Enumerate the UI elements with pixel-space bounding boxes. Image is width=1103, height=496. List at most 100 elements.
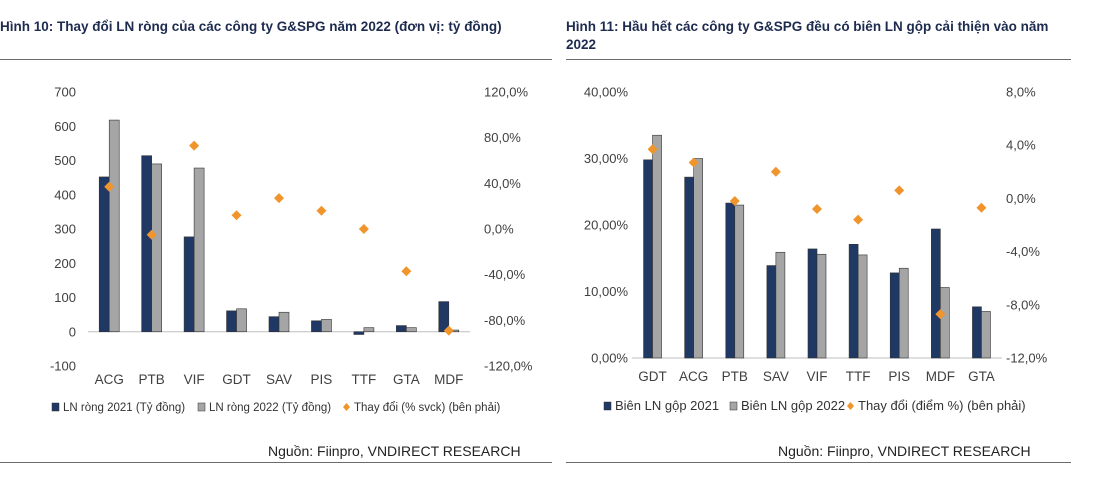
legend-swatch-1 — [51, 402, 60, 412]
left-axis-tick-label: 10,00% — [584, 284, 629, 299]
legend-swatch-3 — [343, 403, 350, 411]
bar-2021-ttf — [353, 331, 365, 335]
change-marker-acg — [104, 181, 115, 192]
left-axis-tick-label: 600 — [54, 119, 76, 134]
change-marker-gdt — [231, 210, 242, 221]
category-label: VIF — [184, 372, 205, 387]
figure-10-panel: Hình 10: Thay đổi LN ròng của các công t… — [0, 19, 552, 463]
legend-label: Thay đổi (% svck) (bên phải) — [354, 402, 501, 414]
bar-2021-ptb — [725, 202, 736, 359]
right-axis-tick-label: -120,0% — [484, 359, 533, 374]
bar-2022-gdt — [236, 308, 247, 333]
right-axis-tick-label: -4,0% — [1006, 244, 1040, 259]
legend-swatch-1 — [603, 401, 612, 411]
change-marker-vif — [812, 204, 822, 215]
bar-2021-sav — [268, 316, 280, 333]
right-axis-tick-label: -80,0% — [484, 313, 526, 328]
left-axis-tick-label: 200 — [54, 256, 76, 271]
bar-2021-mdf — [438, 301, 450, 333]
figure-title: Hình 11: Hầu hết các công ty G&SPG đều c… — [566, 19, 1049, 52]
right-axis-tick-label: 4,0% — [1006, 138, 1036, 153]
right-axis-tick-label: 80,0% — [484, 130, 521, 145]
legend-swatch-2 — [197, 402, 206, 412]
change-marker-ptb — [146, 229, 157, 240]
category-label: PTB — [722, 369, 748, 384]
bar-2022-mdf — [940, 287, 950, 359]
bar-2022-gta — [981, 311, 991, 359]
top-rule — [566, 59, 1071, 60]
legend-swatch-3 — [847, 402, 854, 410]
bar-2022-vif — [193, 167, 205, 333]
change-marker-pis — [316, 205, 327, 216]
left-axis-tick-label: 400 — [54, 187, 76, 202]
category-label: GDT — [638, 369, 667, 384]
right-axis-tick-label: 120,0% — [484, 85, 529, 100]
left-axis-tick-label: 0,00% — [591, 351, 628, 366]
change-marker-ttf — [358, 224, 369, 234]
bottom-rule — [566, 462, 1071, 463]
legend-label: Biên LN gộp 2021 — [615, 398, 719, 413]
change-marker-sav — [274, 193, 284, 204]
change-marker-mdf — [935, 309, 946, 320]
left-axis-tick-label: 40,00% — [584, 85, 629, 100]
change-marker-vif — [189, 140, 200, 151]
change-marker-mdf — [443, 325, 454, 336]
bar-2022-sav — [278, 311, 290, 333]
figure-title: Hình 10: Thay đổi LN ròng của các công t… — [0, 19, 502, 34]
category-label: SAV — [266, 372, 292, 387]
category-label: MDF — [434, 372, 463, 387]
bar-2021-gta — [396, 325, 407, 333]
bar-2021-gdt — [643, 159, 653, 359]
category-label: PIS — [888, 369, 910, 384]
bar-2021-sav — [766, 265, 777, 359]
source-note: Nguồn: Fiinpro, VNDIRECT RESEARCH — [268, 443, 521, 459]
category-label: SAV — [763, 369, 789, 384]
category-label: ACG — [679, 369, 708, 384]
bar-2022-ttf — [857, 254, 868, 359]
right-axis-tick-label: 0,0% — [484, 222, 514, 237]
bar-2021-ttf — [848, 243, 859, 359]
bar-2021-pis — [889, 272, 900, 359]
bar-2021-mdf — [931, 228, 941, 359]
category-label: ACG — [95, 372, 124, 387]
category-label: PTB — [139, 372, 165, 387]
change-marker-sav — [770, 166, 781, 177]
figure-11-panel: Hình 11: Hầu hết các công ty G&SPG đều c… — [566, 0, 1103, 496]
bar-2021-acg — [98, 176, 110, 333]
change-marker-gta — [976, 202, 987, 213]
category-label: MDF — [926, 369, 955, 384]
right-axis-tick-label: 8,0% — [1006, 85, 1036, 100]
gross-margin-chart: 0,00% 10,00% 20,00% 30,00% 40,00% -12,0% -8,0%… — [584, 85, 1048, 414]
bar-2022-ptb — [734, 204, 745, 359]
bar-2021-acg — [684, 176, 694, 359]
bar-2022-pis — [898, 267, 909, 359]
legend-label: Thay đổi (điểm %) (bên phải) — [858, 398, 1026, 413]
left-axis-tick-label: 20,00% — [584, 218, 629, 233]
change-marker-acg — [688, 157, 699, 168]
left-axis-tick-label: 500 — [54, 153, 76, 168]
left-axis-tick-label: 700 — [54, 85, 76, 100]
right-axis-tick-label: 40,0% — [484, 176, 521, 191]
right-axis-tick-label: -8,0% — [1006, 297, 1040, 312]
change-marker-ttf — [853, 214, 864, 225]
category-label: TTF — [352, 372, 377, 387]
bar-2022-gta — [406, 327, 417, 333]
left-axis-tick-label: 100 — [54, 290, 76, 305]
change-marker-gdt — [647, 144, 658, 155]
bar-2021-gdt — [226, 310, 237, 333]
category-label: VIF — [806, 369, 827, 384]
net-profit-chart: -100 0 100 200 300 400 500 600 700 -120,0% -80,0% -… — [50, 85, 533, 415]
bar-2021-vif — [807, 248, 818, 359]
right-axis-tick-label: -12,0% — [1006, 351, 1048, 366]
legend-label: Biên LN gộp 2022 — [741, 398, 845, 413]
bar-2022-ptb — [151, 163, 162, 333]
left-axis-tick-label: -100 — [50, 359, 76, 374]
legend-label: LN ròng 2021 (Tỷ đồng) — [63, 402, 185, 414]
bar-2022-acg — [693, 158, 703, 359]
bottom-rule — [0, 462, 552, 463]
category-label: TTF — [846, 369, 871, 384]
bar-2022-gdt — [652, 134, 662, 359]
bar-2022-ttf — [363, 327, 375, 333]
category-label: GTA — [393, 372, 420, 387]
change-marker-ptb — [729, 196, 740, 207]
